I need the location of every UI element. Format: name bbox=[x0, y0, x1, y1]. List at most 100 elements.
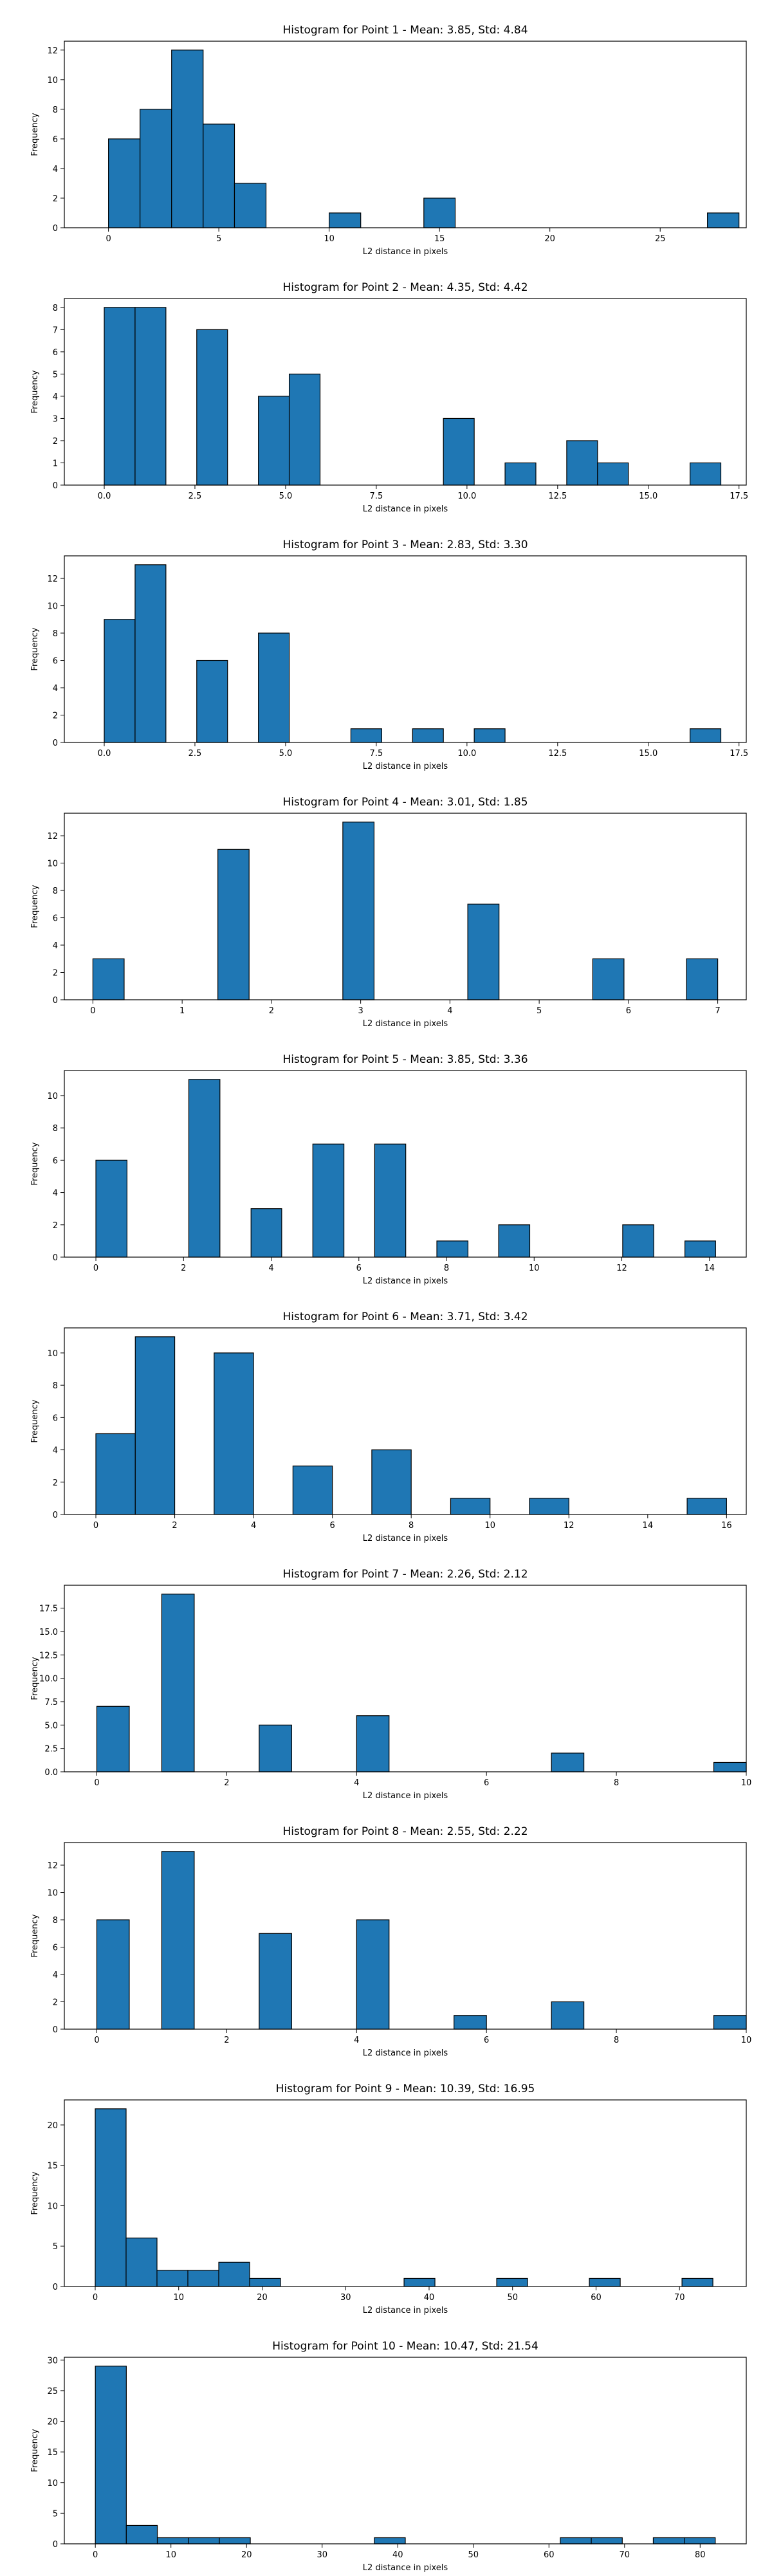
y-tick-label: 6 bbox=[53, 1413, 58, 1423]
y-tick-label: 5 bbox=[53, 2242, 58, 2252]
y-tick-label: 8 bbox=[53, 1916, 58, 1926]
y-tick-label: 4 bbox=[53, 392, 58, 402]
histogram-bar bbox=[258, 396, 290, 486]
y-tick-label: 7.5 bbox=[44, 1698, 58, 1707]
x-tick-label: 15.0 bbox=[639, 492, 657, 501]
x-tick-label: 17.5 bbox=[730, 492, 748, 501]
chart-title: Histogram for Point 9 - Mean: 10.39, Std… bbox=[276, 2083, 535, 2095]
y-tick-label: 2 bbox=[53, 1221, 58, 1231]
x-tick-label: 3 bbox=[358, 1006, 363, 1016]
histogram-bar bbox=[690, 728, 722, 743]
y-tick-label: 10 bbox=[47, 1889, 58, 1899]
histogram-bar bbox=[171, 50, 204, 228]
y-axis-label: Frequency bbox=[30, 1914, 40, 1957]
histogram-bar bbox=[217, 849, 250, 1000]
y-axis-label: Frequency bbox=[30, 113, 40, 156]
histogram-panel-6: Histogram for Point 6 - Mean: 3.71, Std:… bbox=[0, 1287, 772, 1544]
y-tick-label: 10 bbox=[47, 1092, 58, 1101]
histogram-svg: Histogram for Point 8 - Mean: 2.55, Std:… bbox=[30, 1825, 751, 2058]
histogram-bar bbox=[450, 1498, 491, 1515]
x-tick-label: 8 bbox=[444, 1264, 449, 1273]
plot-frame bbox=[64, 298, 747, 486]
histogram-bar bbox=[374, 2537, 406, 2544]
x-axis-label: L2 distance in pixels bbox=[363, 504, 448, 514]
histogram-bar bbox=[597, 462, 629, 486]
y-tick-label: 8 bbox=[53, 304, 58, 313]
y-tick-label: 1 bbox=[53, 459, 58, 468]
y-tick-label: 0 bbox=[53, 2540, 58, 2550]
y-tick-label: 10 bbox=[47, 76, 58, 86]
histogram-panel-4: Histogram for Point 4 - Mean: 3.01, Std:… bbox=[0, 772, 772, 1029]
histogram-bar bbox=[259, 1933, 292, 2030]
y-tick-label: 12 bbox=[47, 575, 58, 584]
plot-frame bbox=[64, 2099, 747, 2287]
histogram-bar bbox=[454, 2015, 487, 2030]
y-tick-label: 15.0 bbox=[39, 1628, 58, 1637]
x-tick-label: 7.5 bbox=[370, 749, 383, 759]
histogram-bar bbox=[443, 418, 475, 486]
y-tick-label: 7 bbox=[53, 326, 58, 335]
y-tick-label: 4 bbox=[53, 1189, 58, 1199]
x-tick-label: 70 bbox=[674, 2293, 685, 2303]
x-tick-label: 10 bbox=[529, 1264, 540, 1273]
y-tick-label: 4 bbox=[53, 941, 58, 951]
y-tick-label: 8 bbox=[53, 1124, 58, 1134]
histogram-bar bbox=[707, 212, 740, 228]
histogram-bar bbox=[591, 2537, 623, 2544]
x-axis-label: L2 distance in pixels bbox=[363, 1276, 448, 1286]
x-tick-label: 60 bbox=[544, 2550, 555, 2560]
x-tick-label: 6 bbox=[330, 1521, 335, 1531]
histogram-bar bbox=[249, 2277, 281, 2287]
x-tick-label: 17.5 bbox=[730, 749, 748, 759]
x-tick-label: 1 bbox=[179, 1006, 185, 1016]
x-axis-label: L2 distance in pixels bbox=[363, 1534, 448, 1543]
histogram-bar bbox=[371, 1449, 412, 1515]
histogram-bar bbox=[134, 564, 167, 743]
y-tick-label: 0 bbox=[53, 481, 58, 491]
y-tick-label: 6 bbox=[53, 348, 58, 358]
x-tick-label: 5.0 bbox=[279, 492, 293, 501]
histogram-bar bbox=[161, 1851, 195, 2030]
histogram-bar bbox=[504, 462, 537, 486]
x-tick-label: 4 bbox=[447, 1006, 452, 1016]
y-tick-label: 10 bbox=[47, 602, 58, 612]
x-tick-label: 0 bbox=[94, 2036, 99, 2045]
y-tick-label: 2 bbox=[53, 437, 58, 446]
x-tick-label: 7.5 bbox=[370, 492, 383, 501]
histogram-bar bbox=[342, 822, 375, 1000]
x-tick-label: 2 bbox=[172, 1521, 177, 1531]
histogram-bar bbox=[156, 2270, 188, 2287]
histogram-bar bbox=[329, 212, 362, 228]
x-tick-label: 6 bbox=[626, 1006, 631, 1016]
histogram-bar bbox=[551, 2001, 585, 2030]
y-tick-label: 0 bbox=[53, 1511, 58, 1520]
histogram-svg: Histogram for Point 1 - Mean: 3.85, Std:… bbox=[30, 24, 747, 257]
y-tick-label: 0 bbox=[53, 2025, 58, 2035]
y-tick-label: 0 bbox=[53, 739, 58, 748]
y-tick-label: 15 bbox=[47, 2162, 58, 2171]
chart-title: Histogram for Point 7 - Mean: 2.26, Std:… bbox=[282, 1568, 528, 1581]
y-axis-label: Frequency bbox=[30, 885, 40, 928]
histogram-bar bbox=[95, 1159, 128, 1258]
x-tick-label: 20 bbox=[257, 2293, 268, 2303]
y-tick-label: 6 bbox=[53, 1156, 58, 1166]
x-tick-label: 5.0 bbox=[279, 749, 293, 759]
x-tick-label: 7 bbox=[715, 1006, 720, 1016]
x-tick-label: 15 bbox=[434, 234, 445, 244]
x-tick-label: 20 bbox=[241, 2550, 252, 2560]
histogram-bar bbox=[356, 1715, 390, 1772]
histogram-bar bbox=[622, 1224, 654, 1258]
x-tick-label: 0.0 bbox=[98, 492, 111, 501]
histogram-panel-7: Histogram for Point 7 - Mean: 2.26, Std:… bbox=[0, 1544, 772, 1801]
histogram-bar bbox=[125, 2525, 158, 2544]
x-tick-label: 6 bbox=[484, 2036, 489, 2045]
histogram-bar bbox=[95, 1433, 136, 1515]
histogram-bar bbox=[214, 1352, 254, 1515]
histogram-bar bbox=[350, 728, 382, 743]
y-tick-label: 6 bbox=[53, 1944, 58, 1953]
y-tick-label: 6 bbox=[53, 914, 58, 924]
y-tick-label: 12.5 bbox=[39, 1651, 58, 1661]
y-tick-label: 2.5 bbox=[44, 1745, 58, 1754]
histogram-bar bbox=[560, 2537, 592, 2544]
